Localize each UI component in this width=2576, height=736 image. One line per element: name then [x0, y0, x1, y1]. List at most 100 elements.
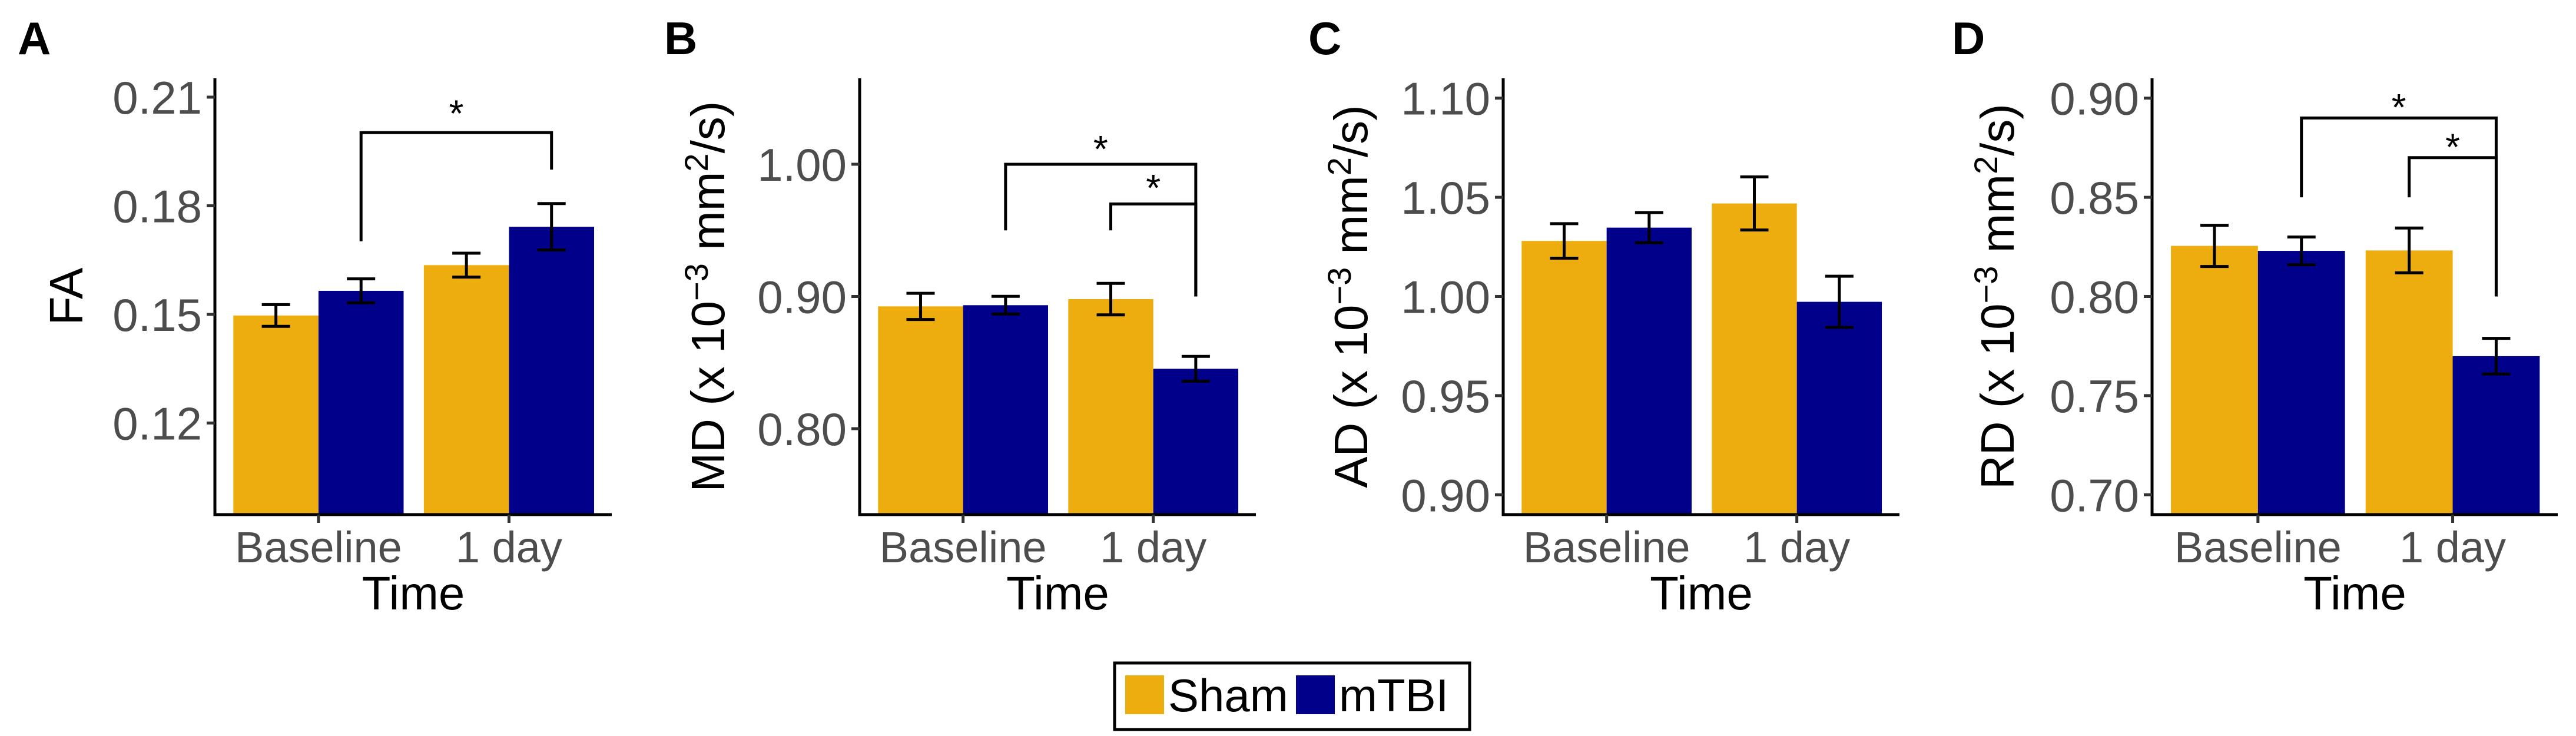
legend: Sham mTBI	[1113, 661, 1471, 731]
y-axis-title-superscript: −3	[1321, 267, 1358, 305]
bar-sham-1-day	[423, 265, 509, 515]
y-tick-label: 1.00	[757, 139, 847, 191]
y-axis-title-part: /s)	[1971, 104, 2024, 156]
y-axis-title-part: /s)	[682, 101, 734, 154]
error-bar	[2395, 226, 2424, 274]
error-bar	[1096, 281, 1125, 317]
panel-label: B	[664, 12, 697, 64]
x-axis-title: Time	[1006, 567, 1109, 619]
panel-label: C	[1308, 12, 1341, 64]
bar-mtbi-1-day	[1153, 369, 1239, 515]
significance-star: *	[1093, 128, 1108, 170]
y-tick-label: 0.75	[2050, 370, 2139, 422]
y-axis-title-superscript: 2	[1967, 156, 2004, 174]
bar-mtbi-1-day	[2452, 356, 2540, 515]
bar-mtbi-baseline	[963, 305, 1049, 515]
significance-bracket: *	[359, 92, 553, 241]
bar-sham-1-day	[1712, 203, 1797, 515]
error-bar	[1740, 175, 1769, 232]
y-axis-title: FA	[40, 267, 92, 325]
legend-box	[1113, 661, 1471, 731]
y-tick-label: 1.00	[1401, 271, 1490, 323]
y-tick-label: 0.90	[2050, 73, 2139, 125]
bracket-line	[2408, 156, 2498, 297]
x-tick-label: 1 day	[1100, 523, 1206, 572]
significance-star: *	[2445, 125, 2460, 168]
bar-sham-baseline	[2171, 246, 2258, 515]
significance-bracket: *	[1109, 167, 1198, 297]
significance-bracket: *	[1004, 128, 1198, 297]
significance-star: *	[2392, 86, 2406, 128]
legend-label-mtbi: mTBI	[1339, 669, 1448, 721]
y-tick-label: 0.21	[112, 72, 202, 124]
x-tick-label: Baseline	[1523, 523, 1690, 572]
significance-bracket: *	[2408, 125, 2498, 297]
y-tick-label: 1.10	[1401, 73, 1490, 125]
legend-swatch-sham	[1125, 675, 1164, 714]
panel-d: D * * 0.70 0.75 0.80 0.85 0.90 Baseline 1 dayTime…	[1952, 12, 2558, 619]
x-axis-title: Time	[1650, 567, 1753, 619]
bar-sham-baseline	[1521, 241, 1607, 515]
y-tick-label: 0.90	[757, 271, 847, 323]
y-tick-label: 0.70	[2050, 469, 2139, 521]
y-axis-title-part: /s)	[1325, 105, 1377, 157]
x-tick-label: 1 day	[1743, 523, 1850, 572]
y-tick-label: 0.15	[112, 289, 202, 341]
bar-mtbi-baseline	[2257, 251, 2345, 515]
y-axis-title-superscript: −3	[678, 263, 715, 301]
error-bar	[2200, 224, 2229, 268]
error-bar	[537, 202, 566, 251]
y-axis-title: RD (x 10−3 mm2/s)	[1967, 104, 2024, 489]
panel-label: D	[1952, 12, 1985, 64]
x-tick-label: 1 day	[2399, 523, 2506, 572]
legend-label-sham: Sham	[1168, 669, 1288, 721]
y-axis-title: MD (x 10−3 mm2/s)	[678, 101, 734, 492]
x-tick-label: 1 day	[456, 523, 562, 572]
legend-swatch-mtbi	[1296, 675, 1335, 714]
y-axis-title-part: mm	[1325, 175, 1377, 267]
x-tick-label: Baseline	[2174, 523, 2342, 572]
y-tick-label: 0.18	[112, 180, 202, 232]
y-tick-label: 0.95	[1401, 370, 1490, 422]
error-bar	[1635, 211, 1663, 244]
y-axis-title-part: mm	[682, 172, 734, 264]
y-tick-label: 0.80	[757, 403, 847, 455]
x-axis-title: Time	[2303, 567, 2406, 619]
error-bar	[347, 277, 376, 304]
bracket-line	[1109, 202, 1198, 297]
panel-label: A	[18, 12, 51, 64]
error-bar	[452, 251, 481, 279]
significance-star: *	[449, 92, 464, 134]
y-tick-label: 0.85	[2050, 172, 2139, 224]
y-axis-title-part: MD (x 10	[682, 301, 734, 492]
error-bar	[1550, 222, 1579, 260]
y-tick-label: 0.90	[1401, 469, 1490, 521]
x-tick-label: Baseline	[880, 523, 1047, 572]
bar-sham-baseline	[233, 315, 319, 515]
bar-mtbi-baseline	[1606, 227, 1692, 515]
y-axis-title-superscript: 2	[678, 153, 715, 171]
error-bar	[906, 291, 935, 321]
y-tick-label: 1.05	[1401, 172, 1490, 224]
bar-sham-1-day	[2365, 250, 2453, 515]
error-bar	[1825, 274, 1854, 329]
error-bar	[261, 303, 290, 328]
y-axis-title-part: AD (x 10	[1325, 305, 1377, 488]
y-axis-title-part: FA	[40, 267, 92, 325]
error-bar	[2482, 337, 2511, 376]
y-axis-title-part: RD (x 10	[1971, 303, 2024, 489]
y-axis-title-superscript: 2	[1321, 157, 1358, 175]
y-tick-label: 0.12	[112, 397, 202, 449]
error-bar	[1181, 354, 1210, 383]
y-axis-title-superscript: −3	[1967, 266, 2004, 304]
bracket-line	[359, 131, 553, 241]
y-axis-title-part: mm	[1971, 174, 2024, 266]
bar-sham-baseline	[878, 306, 963, 515]
x-tick-label: Baseline	[235, 523, 402, 572]
bar-mtbi-1-day	[1796, 301, 1882, 515]
